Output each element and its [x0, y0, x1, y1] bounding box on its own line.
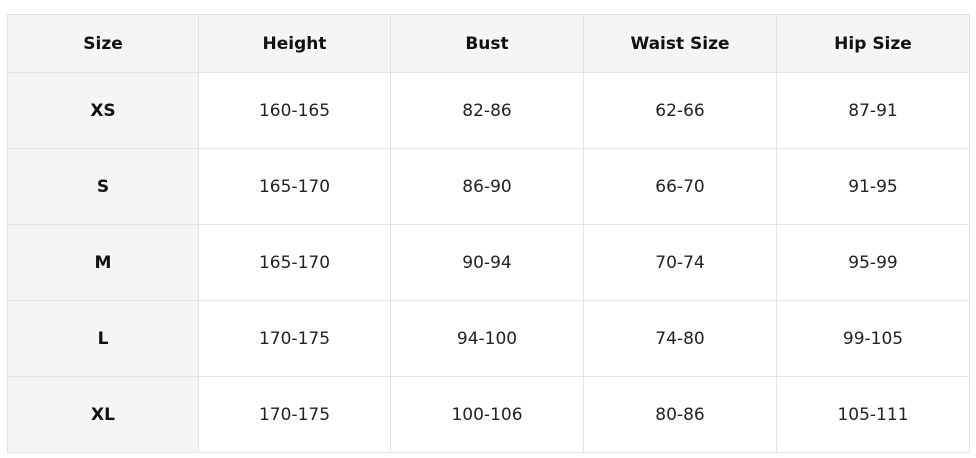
measure-cell: 80-86: [583, 376, 777, 453]
header-cell: Hip Size: [776, 14, 970, 73]
measure-cell: 160-165: [198, 72, 391, 149]
measure-cell: 94-100: [390, 300, 584, 377]
measure-cell: 70-74: [583, 224, 777, 301]
measure-cell: 87-91: [776, 72, 970, 149]
table-row: M 165-170 90-94 70-74 95-99: [7, 224, 970, 301]
measure-cell: 91-95: [776, 148, 970, 225]
size-table: Size Height Bust Waist Size Hip Size XS 160-1…: [7, 14, 970, 453]
size-cell: M: [7, 224, 199, 301]
measure-cell: 105-111: [776, 376, 970, 453]
size-chart: Size Height Bust Waist Size Hip Size XS 160-1…: [7, 14, 970, 453]
measure-cell: 66-70: [583, 148, 777, 225]
measure-cell: 100-106: [390, 376, 584, 453]
measure-cell: 74-80: [583, 300, 777, 377]
header-cell: Waist Size: [583, 14, 777, 73]
measure-cell: 170-175: [198, 300, 391, 377]
measure-cell: 95-99: [776, 224, 970, 301]
header-cell: Bust: [390, 14, 584, 73]
measure-cell: 170-175: [198, 376, 391, 453]
table-body: XS 160-165 82-86 62-66 87-91 S 165-170 86-90 66-…: [7, 72, 970, 453]
table-row: L 170-175 94-100 74-80 99-105: [7, 300, 970, 377]
measure-cell: 82-86: [390, 72, 584, 149]
header-cell: Size: [7, 14, 199, 73]
measure-cell: 86-90: [390, 148, 584, 225]
header-cell: Height: [198, 14, 391, 73]
table-row: S 165-170 86-90 66-70 91-95: [7, 148, 970, 225]
size-cell: S: [7, 148, 199, 225]
table-row: XL 170-175 100-106 80-86 105-111: [7, 376, 970, 453]
size-cell: XS: [7, 72, 199, 149]
measure-cell: 165-170: [198, 224, 391, 301]
measure-cell: 165-170: [198, 148, 391, 225]
size-cell: L: [7, 300, 199, 377]
table-row: XS 160-165 82-86 62-66 87-91: [7, 72, 970, 149]
measure-cell: 90-94: [390, 224, 584, 301]
measure-cell: 99-105: [776, 300, 970, 377]
header-row: Size Height Bust Waist Size Hip Size: [7, 14, 970, 73]
measure-cell: 62-66: [583, 72, 777, 149]
table-header: Size Height Bust Waist Size Hip Size: [7, 14, 970, 73]
size-cell: XL: [7, 376, 199, 453]
